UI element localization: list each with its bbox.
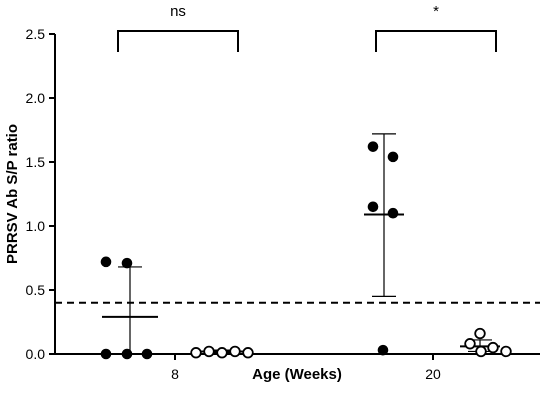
data-points [100,141,512,360]
filled-data-point [367,201,379,213]
filled-data-point [141,348,153,360]
significance-bracket [117,30,239,52]
significance-brackets: ns * [117,3,497,52]
y-tick-label: 1.5 [26,154,46,170]
x-tick-label: 20 [425,366,441,382]
y-tick-label: 2.5 [26,26,46,42]
filled-data-point [100,348,112,360]
significance-label: ns [170,3,186,20]
filled-data-point [367,141,379,152]
filled-data-point [387,207,399,219]
significance-label: * [433,3,439,20]
filled-data-point [377,344,389,356]
error-bars [118,133,492,355]
open-data-point [242,347,254,359]
open-data-point [229,345,241,358]
filled-data-point [121,257,133,269]
x-tick-label: 8 [171,366,179,382]
filled-data-point [387,151,399,163]
open-data-point [216,347,228,359]
y-tick-label: 1.0 [26,218,46,234]
open-data-point [487,341,499,354]
significance-bracket [375,30,497,52]
x-axis-title: Age (Weeks) [252,366,342,383]
mean-lines [102,213,500,353]
open-data-point [464,338,476,350]
y-tick-label: 0.0 [26,346,46,362]
y-tick-label: 0.5 [26,282,46,298]
filled-data-point [121,348,133,360]
filled-data-point [100,256,112,268]
open-data-point [474,327,486,340]
y-axis-title: PRRSV Ab S/P ratio [4,124,21,264]
open-data-point [500,345,512,358]
open-data-point [475,345,487,358]
y-tick-label: 2.0 [26,90,46,106]
open-data-point [190,347,202,359]
x-tick-group: 8 20 [171,354,441,382]
open-data-point [203,345,215,358]
y-tick-group: 0.0 0.5 1.0 1.5 2.0 2.5 [26,26,55,362]
